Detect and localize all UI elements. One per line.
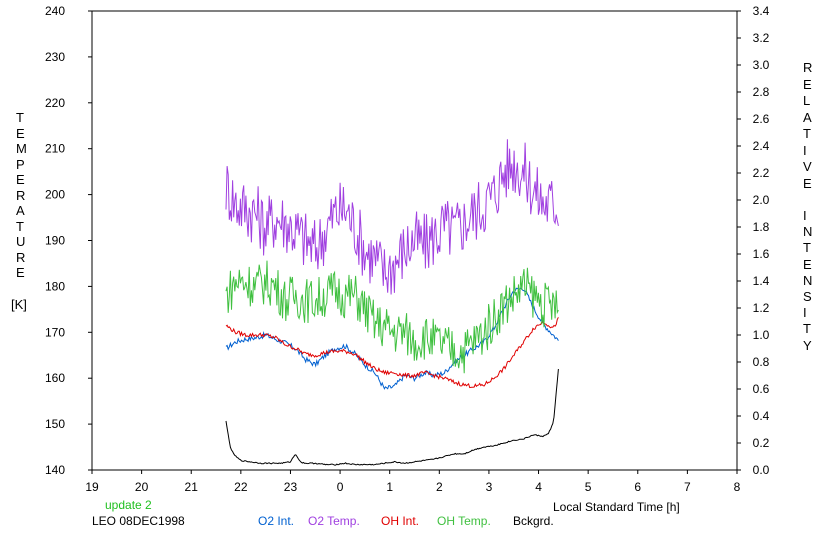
left-axis-letter: R bbox=[16, 249, 26, 265]
right-axis-letter: S bbox=[803, 289, 812, 304]
left-axis-letter: T bbox=[16, 110, 24, 125]
left-axis-letter: R bbox=[16, 187, 26, 203]
right-axis-letter: T bbox=[803, 240, 811, 256]
update-label: update 2 bbox=[105, 498, 152, 512]
right-axis-letter: E bbox=[803, 76, 812, 92]
left-tick-label: 150 bbox=[45, 417, 65, 431]
left-tick-label: 240 bbox=[45, 4, 65, 18]
right-axis-letter: T bbox=[803, 126, 811, 141]
right-tick-label: 3.4 bbox=[753, 4, 770, 18]
right-tick-label: 1.2 bbox=[753, 301, 770, 315]
right-tick-label: 1.4 bbox=[753, 274, 770, 288]
right-tick-label: 3.0 bbox=[753, 58, 770, 72]
series-line-o2-temp bbox=[225, 139, 559, 295]
right-tick-label: 1.0 bbox=[753, 328, 770, 342]
right-axis-letter: I bbox=[803, 142, 807, 158]
left-tick-label: 200 bbox=[45, 188, 65, 202]
series-line-oh-int bbox=[225, 317, 559, 389]
legend-item: O2 Int. bbox=[258, 514, 295, 528]
right-axis-letter: I bbox=[803, 305, 807, 321]
left-axis-letter: E bbox=[16, 172, 25, 187]
x-tick-label: 6 bbox=[634, 480, 641, 494]
x-tick-label: 1 bbox=[386, 480, 393, 494]
x-tick-label: 20 bbox=[135, 480, 149, 494]
right-axis-letter: A bbox=[803, 109, 812, 125]
right-tick-label: 0.2 bbox=[753, 436, 770, 450]
right-axis-letter: Y bbox=[803, 337, 812, 353]
left-axis-unit: [K] bbox=[11, 297, 27, 312]
right-tick-label: 2.4 bbox=[753, 139, 770, 153]
station-label: LEO 08DEC1998 bbox=[92, 514, 185, 528]
legend-item: OH Temp. bbox=[437, 514, 491, 528]
left-axis-letter: P bbox=[16, 156, 25, 172]
right-tick-label: 0.0 bbox=[753, 463, 770, 477]
right-tick-label: 2.8 bbox=[753, 85, 770, 99]
x-tick-label: 8 bbox=[734, 480, 741, 494]
left-axis-letter: A bbox=[16, 203, 25, 218]
left-axis-letter: U bbox=[16, 234, 26, 249]
left-tick-label: 210 bbox=[45, 142, 65, 156]
left-axis-letter: E bbox=[16, 125, 25, 141]
x-tick-label: 19 bbox=[85, 480, 99, 494]
right-axis-letter: L bbox=[803, 93, 811, 108]
right-tick-label: 0.6 bbox=[753, 382, 770, 396]
axis-ticks: 1401501601701801902002102202302400.00.20… bbox=[45, 4, 770, 494]
right-axis-letter: N bbox=[803, 272, 813, 288]
x-axis-label: Local Standard Time [h] bbox=[553, 500, 680, 514]
legend-item: Bckgrd. bbox=[513, 514, 554, 528]
right-axis-letter: T bbox=[803, 321, 811, 337]
right-tick-label: 2.2 bbox=[753, 166, 770, 180]
x-tick-label: 0 bbox=[337, 480, 344, 494]
right-tick-label: 0.4 bbox=[753, 409, 770, 423]
right-axis-letter: N bbox=[803, 224, 813, 240]
left-tick-label: 230 bbox=[45, 50, 65, 64]
x-tick-label: 5 bbox=[585, 480, 592, 494]
right-axis-letter: E bbox=[803, 175, 812, 191]
legend-item: O2 Temp. bbox=[308, 514, 360, 528]
x-tick-label: 21 bbox=[185, 480, 199, 494]
right-tick-label: 3.2 bbox=[753, 31, 770, 45]
left-axis-letter: T bbox=[16, 218, 24, 234]
left-axis-letter: E bbox=[16, 265, 25, 280]
legend-item: OH Int. bbox=[381, 514, 420, 528]
x-tick-label: 4 bbox=[535, 480, 542, 494]
right-axis-letter: I bbox=[803, 208, 807, 223]
x-tick-label: 22 bbox=[234, 480, 248, 494]
right-tick-label: 0.8 bbox=[753, 355, 770, 369]
right-tick-label: 1.6 bbox=[753, 247, 770, 261]
left-tick-label: 190 bbox=[45, 234, 65, 248]
left-tick-label: 170 bbox=[45, 325, 65, 339]
x-tick-label: 3 bbox=[486, 480, 493, 494]
left-tick-label: 180 bbox=[45, 279, 65, 293]
left-tick-label: 140 bbox=[45, 463, 65, 477]
right-tick-label: 2.0 bbox=[753, 193, 770, 207]
right-tick-label: 1.8 bbox=[753, 220, 770, 234]
right-axis-letter: R bbox=[803, 60, 813, 75]
x-tick-label: 23 bbox=[284, 480, 298, 494]
right-axis-letter: V bbox=[803, 159, 812, 174]
series-line-bckgrd bbox=[225, 368, 559, 466]
x-tick-label: 2 bbox=[436, 480, 443, 494]
left-tick-label: 220 bbox=[45, 96, 65, 110]
series-layer bbox=[225, 139, 559, 466]
right-axis-letter: E bbox=[803, 256, 812, 272]
left-tick-label: 160 bbox=[45, 371, 65, 385]
x-tick-label: 7 bbox=[684, 480, 691, 494]
series-line-oh-temp bbox=[225, 260, 559, 374]
right-tick-label: 2.6 bbox=[753, 112, 770, 126]
left-axis-letter: M bbox=[16, 141, 27, 156]
